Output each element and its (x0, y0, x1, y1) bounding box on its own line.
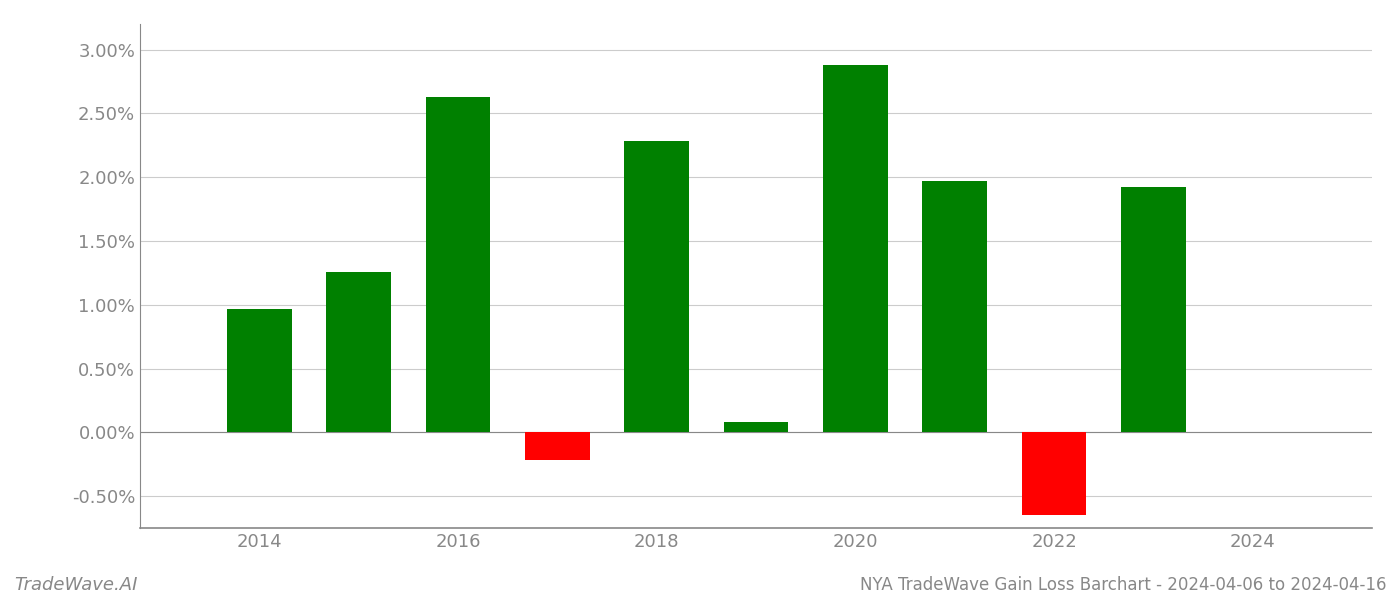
Bar (724, 422, 788, 433)
Bar (923, 181, 987, 433)
Bar (525, 433, 589, 460)
Bar (823, 65, 888, 433)
Text: TradeWave.AI: TradeWave.AI (14, 576, 137, 594)
Bar (326, 272, 391, 433)
Bar (227, 308, 291, 433)
Bar (1121, 187, 1186, 433)
Bar (624, 142, 689, 433)
Bar (1022, 433, 1086, 515)
Text: NYA TradeWave Gain Loss Barchart - 2024-04-06 to 2024-04-16: NYA TradeWave Gain Loss Barchart - 2024-… (860, 576, 1386, 594)
Bar (426, 97, 490, 433)
